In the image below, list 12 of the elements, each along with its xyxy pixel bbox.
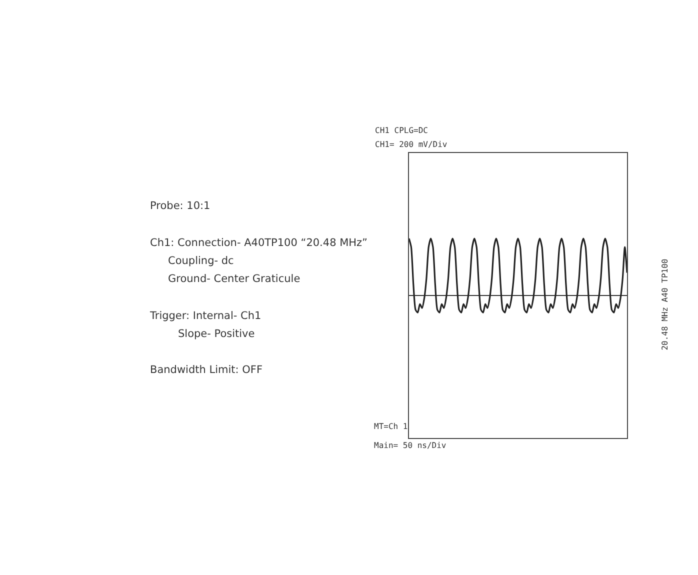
text: Main= 50 ns/Div — [374, 441, 446, 450]
text: Coupling- dc — [168, 255, 234, 267]
text: Ground- Center Graticule — [168, 273, 300, 285]
text: Slope- Positive — [178, 328, 255, 340]
text: Bandwidth Limit: OFF — [150, 364, 262, 376]
text: Trigger: Internal- Ch1 — [150, 310, 262, 322]
chart-subtitle: CH1= 200 mV/Div — [375, 140, 448, 149]
text: Ch1: Connection- A40TP100 “20.48 MHz” — [150, 237, 368, 249]
text: Probe: 10:1 — [150, 200, 210, 212]
text: 20.48 MHz A40 TP100 — [660, 258, 670, 352]
chart-title: CH1 CPLG=DC — [375, 126, 428, 135]
text: MT=Ch 1 — [374, 422, 408, 431]
